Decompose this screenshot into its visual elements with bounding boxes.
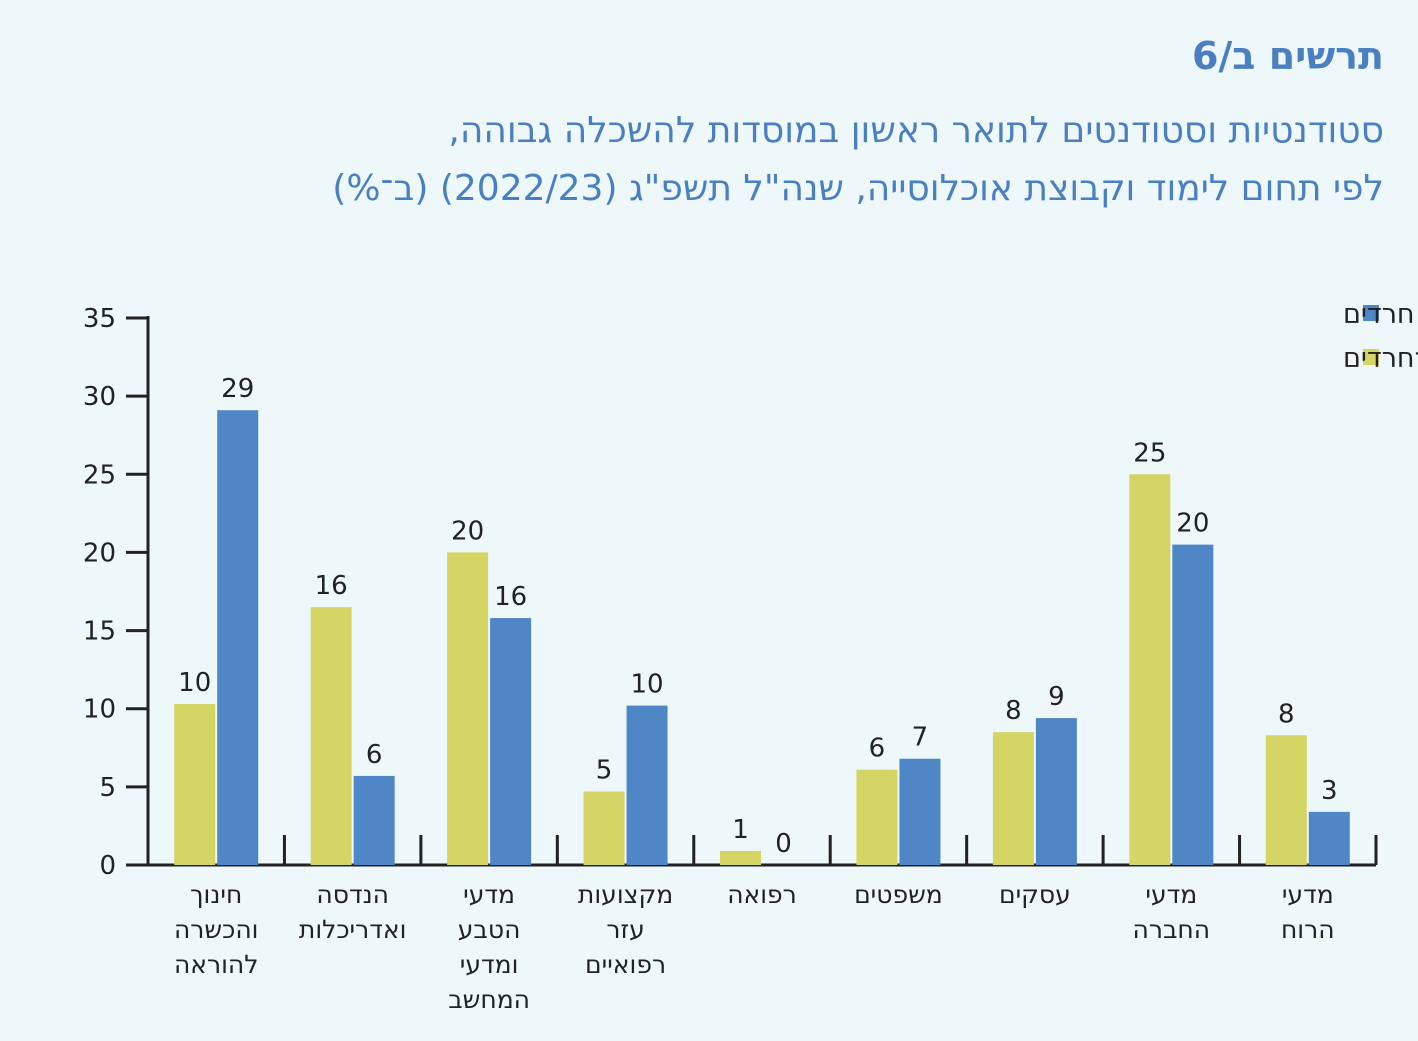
x-category-label: להוראה — [174, 950, 259, 979]
legend-label: חרדים — [1343, 299, 1415, 330]
y-tick-label: 25 — [83, 460, 116, 490]
y-tick-label: 15 — [83, 617, 116, 647]
y-tick-label: 5 — [99, 773, 116, 803]
bar-haredi — [217, 410, 259, 865]
x-category-label: הטבע — [458, 915, 521, 944]
y-tick-label: 35 — [83, 304, 116, 334]
y-tick-label: 0 — [99, 851, 116, 881]
bar-non_haredi — [583, 791, 625, 865]
bar-haredi — [1172, 544, 1214, 865]
bar-non_haredi — [174, 704, 216, 865]
x-category-label: רפואה — [727, 880, 797, 909]
data-label: 25 — [1133, 438, 1166, 468]
y-tick-label: 10 — [83, 695, 116, 725]
data-label: 3 — [1321, 776, 1338, 806]
x-category-label: המחשב — [448, 985, 530, 1014]
x-category-label: ואדריכלות — [299, 915, 407, 944]
x-category-label: חינוך — [190, 880, 242, 909]
x-category-label: עסקים — [999, 880, 1071, 909]
bar-haredi — [353, 775, 395, 865]
x-category-label: רפואיים — [585, 950, 666, 979]
data-label: 20 — [1176, 509, 1209, 539]
chart-header: תרשים ב/6 סטודנטיות וסטודנטים לתואר ראשו… — [24, 30, 1384, 218]
bar-non_haredi — [720, 850, 761, 865]
data-label: 16 — [315, 571, 348, 601]
data-label: 6 — [366, 740, 383, 770]
data-label: 5 — [596, 756, 613, 786]
x-category-label: והכשרה — [174, 915, 259, 944]
data-label: 8 — [1278, 699, 1295, 729]
bar-non_haredi — [447, 552, 489, 865]
x-category-label: עזר — [606, 915, 644, 944]
x-category-label: מקצועות — [578, 880, 673, 909]
x-category-label: מדעי — [1282, 880, 1334, 909]
x-category-label: ומדעי — [460, 950, 519, 979]
bar-haredi — [626, 705, 668, 865]
bar-haredi — [490, 618, 532, 865]
y-tick-label: 20 — [83, 538, 116, 568]
data-label: 6 — [869, 734, 886, 764]
data-label: 7 — [912, 723, 929, 753]
data-label: 9 — [1048, 682, 1065, 712]
legend-label: יהודים לא־חרדים — [1343, 343, 1418, 374]
data-label: 8 — [1005, 696, 1022, 726]
legend-swatch-haredi — [1363, 305, 1379, 321]
bar-non_haredi — [1129, 474, 1171, 865]
chart-title-line-1: סטודנטיות וסטודנטים לתואר ראשון במוסדות … — [448, 110, 1384, 151]
legend-swatch-non_haredi — [1363, 349, 1379, 365]
data-label: 1 — [732, 815, 749, 845]
data-label: 10 — [178, 668, 211, 698]
data-label: 0 — [775, 829, 792, 859]
x-category-label: משפטים — [854, 880, 943, 909]
y-tick-label: 30 — [83, 382, 116, 412]
bar-non_haredi — [992, 732, 1034, 865]
bar-haredi — [1308, 811, 1350, 865]
x-category-label: מדעי — [1145, 880, 1197, 909]
chart-title-line-2: לפי תחום לימוד וקבוצת אוכלוסייה, שנה"ל ת… — [332, 168, 1384, 209]
bar-non_haredi — [856, 769, 898, 865]
data-label: 10 — [631, 670, 664, 700]
bar-haredi — [899, 758, 941, 865]
bar-non_haredi — [1265, 735, 1307, 865]
x-category-label: מדעי — [463, 880, 515, 909]
x-category-label: הנדסה — [316, 880, 389, 909]
bar-haredi — [1035, 718, 1077, 865]
data-label: 29 — [221, 374, 254, 404]
x-category-label: הרוח — [1281, 915, 1335, 944]
chart-title: סטודנטיות וסטודנטים לתואר ראשון במוסדות … — [24, 102, 1384, 218]
data-label: 20 — [451, 516, 484, 546]
x-category-label: החברה — [1133, 915, 1211, 944]
figure-label: תרשים ב/6 — [1191, 34, 1384, 78]
bar-non_haredi — [310, 607, 352, 865]
data-label: 16 — [494, 582, 527, 612]
